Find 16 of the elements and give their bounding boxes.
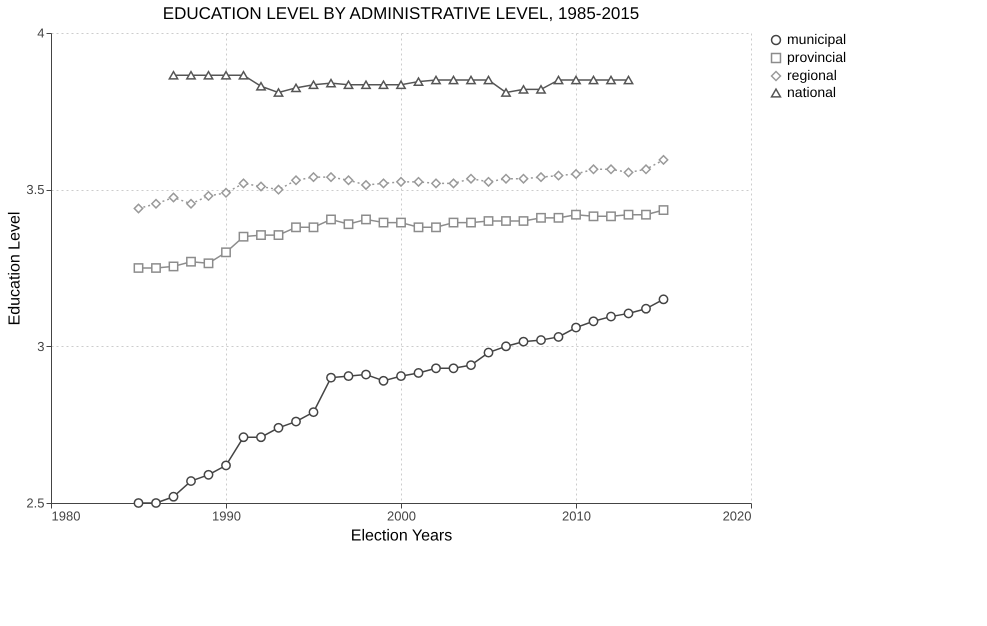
chart-title: EDUCATION LEVEL BY ADMINISTRATIVE LEVEL, 1985-2015 [162, 4, 640, 23]
legend-label: provincial [787, 49, 846, 65]
y-tick-label: 3.5 [26, 182, 44, 198]
x-tick-label: 2010 [562, 508, 591, 524]
x-tick-label: 2000 [387, 508, 416, 524]
y-tick-label: 2.5 [26, 496, 44, 510]
y-tick-label: 3 [37, 338, 44, 354]
y-tick-label: 4 [37, 26, 44, 40]
y-axis-title: Education Level [6, 212, 24, 326]
x-axis-title: Election Years [350, 528, 452, 544]
legend-label: national [787, 84, 836, 100]
legend-label: municipal [787, 31, 846, 47]
legend-label: regional [787, 67, 837, 83]
x-tick-label: 2020 [722, 508, 752, 524]
x-tick-label: 1980 [52, 508, 80, 524]
x-tick-label: 1990 [212, 508, 241, 524]
